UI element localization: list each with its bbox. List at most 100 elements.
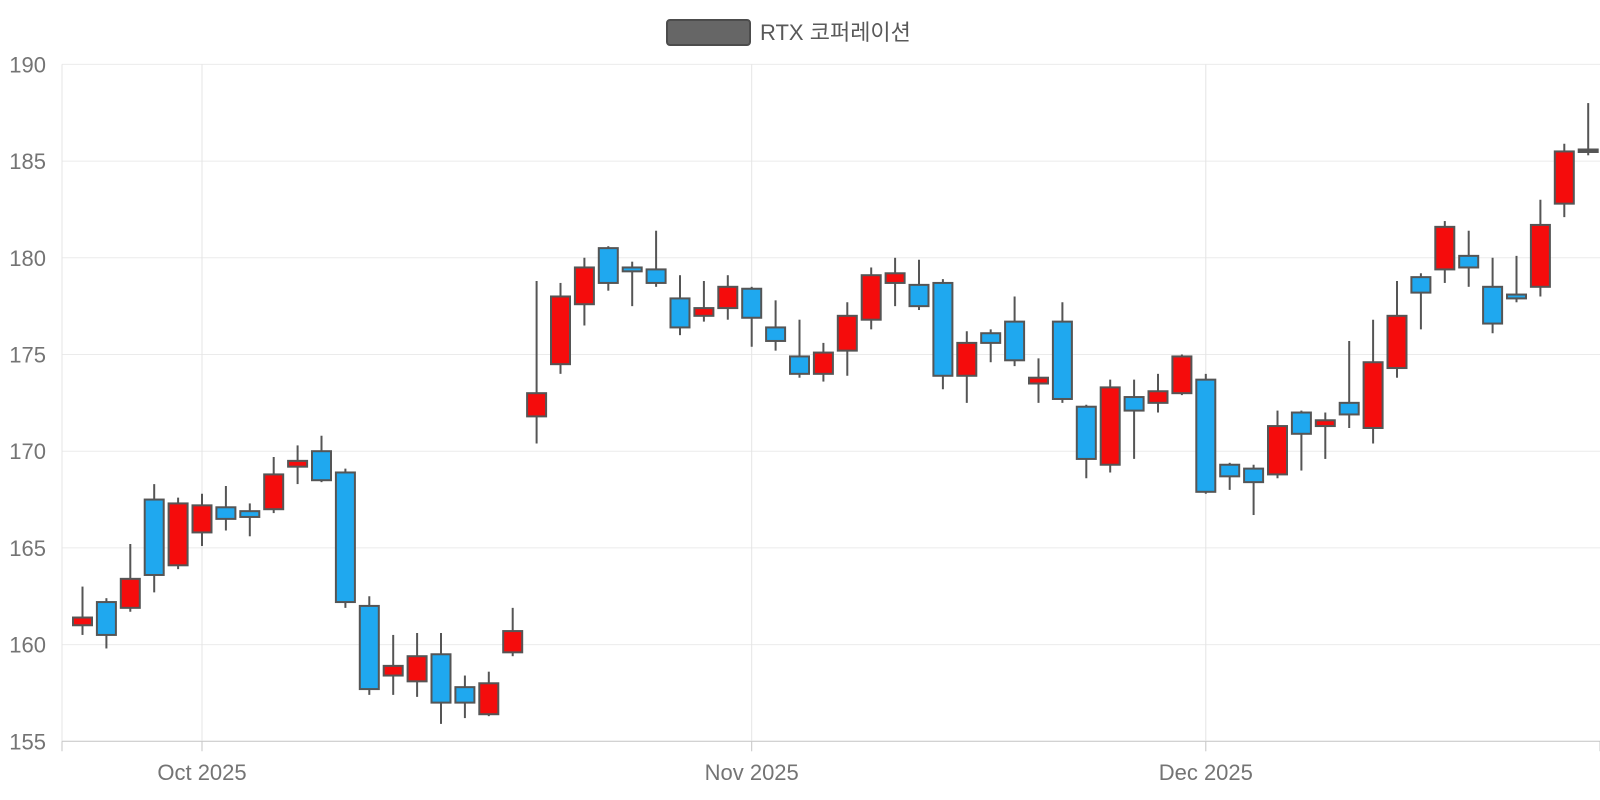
candle-2025-10-08[interactable] bbox=[311, 435, 332, 483]
candle-body bbox=[645, 268, 667, 284]
candle-2025-11-14[interactable] bbox=[956, 331, 978, 403]
candle-2025-10-02[interactable] bbox=[215, 486, 237, 531]
candle-body bbox=[334, 471, 356, 604]
candle-2025-10-20[interactable] bbox=[502, 607, 524, 657]
candle-2025-10-30[interactable] bbox=[693, 281, 715, 322]
candle-2025-10-29[interactable] bbox=[669, 275, 691, 336]
candle-body bbox=[1553, 150, 1575, 205]
candle-2025-09-25[interactable] bbox=[95, 598, 117, 649]
candle-2025-10-23[interactable] bbox=[573, 257, 595, 326]
candle-2025-12-10[interactable] bbox=[1362, 319, 1384, 444]
candle-2025-10-27[interactable] bbox=[621, 261, 643, 307]
candle-body bbox=[1506, 293, 1527, 300]
candle-2025-10-09[interactable] bbox=[334, 468, 356, 608]
candle-2025-10-01[interactable] bbox=[191, 493, 213, 546]
candle-body bbox=[1482, 285, 1504, 325]
candle-2025-12-09[interactable] bbox=[1338, 340, 1360, 428]
candle-2025-10-24[interactable] bbox=[597, 246, 619, 291]
candle-2025-10-03[interactable] bbox=[239, 503, 261, 537]
candle-2025-12-11[interactable] bbox=[1386, 281, 1408, 378]
candle-2025-11-04[interactable] bbox=[765, 300, 787, 351]
candle-2025-10-16[interactable] bbox=[454, 675, 476, 719]
candle-body bbox=[1458, 254, 1480, 269]
candle-2025-11-28[interactable] bbox=[1171, 354, 1193, 396]
candle-2025-11-24[interactable] bbox=[1099, 379, 1121, 473]
candle-2025-09-29[interactable] bbox=[143, 484, 165, 593]
candle-2025-10-07[interactable] bbox=[287, 445, 309, 485]
candle-2025-12-22[interactable] bbox=[1553, 143, 1575, 218]
candle-2025-10-31[interactable] bbox=[717, 275, 739, 320]
candle-2025-10-21[interactable] bbox=[526, 281, 548, 444]
candle-2025-12-01[interactable] bbox=[1195, 373, 1217, 494]
candle-body bbox=[908, 283, 930, 308]
candle-body bbox=[621, 266, 643, 273]
y-axis-label-170: 170 bbox=[9, 439, 46, 464]
candle-2025-11-21[interactable] bbox=[1075, 404, 1097, 479]
candle-2025-12-03[interactable] bbox=[1243, 464, 1265, 516]
candle-2025-11-10[interactable] bbox=[860, 267, 882, 330]
candle-2025-09-26[interactable] bbox=[119, 544, 141, 612]
candle-2025-12-05[interactable] bbox=[1290, 410, 1312, 471]
candle-2025-12-12[interactable] bbox=[1410, 273, 1432, 330]
candle-2025-11-05[interactable] bbox=[789, 319, 810, 378]
candle-2025-12-04[interactable] bbox=[1267, 410, 1288, 479]
candle-2025-11-12[interactable] bbox=[908, 259, 930, 311]
candle-body bbox=[287, 459, 309, 468]
candle-body bbox=[502, 630, 524, 654]
candle-2025-11-18[interactable] bbox=[1004, 296, 1026, 367]
y-axis-label-190: 190 bbox=[9, 52, 46, 77]
candle-body bbox=[1267, 425, 1288, 476]
candle-2025-10-13[interactable] bbox=[382, 634, 404, 695]
candle-2025-11-26[interactable] bbox=[1147, 373, 1169, 413]
y-axis-label-175: 175 bbox=[9, 343, 46, 368]
candle-body bbox=[741, 287, 763, 319]
candle-2025-11-07[interactable] bbox=[836, 302, 858, 376]
candle-2025-12-16[interactable] bbox=[1458, 230, 1480, 287]
candle-2025-11-25[interactable] bbox=[1123, 379, 1145, 459]
y-axis-label-185: 185 bbox=[9, 149, 46, 174]
candle-body bbox=[526, 392, 548, 418]
candle-2025-12-19[interactable] bbox=[1529, 199, 1551, 297]
candle-2025-09-30[interactable] bbox=[167, 497, 189, 570]
candle-body bbox=[956, 341, 978, 377]
candle-2025-10-22[interactable] bbox=[550, 282, 571, 374]
legend-swatch[interactable] bbox=[666, 19, 751, 46]
candle-2025-10-10[interactable] bbox=[358, 596, 380, 695]
x-axis-label-0: Oct 2025 bbox=[157, 760, 246, 785]
candle-body bbox=[382, 664, 404, 677]
legend[interactable]: RTX 코퍼레이션 bbox=[666, 19, 911, 46]
candle-2025-10-14[interactable] bbox=[406, 632, 428, 697]
candle-body bbox=[167, 502, 189, 567]
candle-2025-10-15[interactable] bbox=[430, 632, 452, 724]
candle-2025-10-28[interactable] bbox=[645, 230, 667, 287]
candle-2025-11-03[interactable] bbox=[741, 286, 763, 347]
candle-2025-12-15[interactable] bbox=[1434, 221, 1456, 283]
candle-2025-12-23[interactable] bbox=[1577, 103, 1599, 156]
candle-body bbox=[1577, 148, 1599, 153]
candle-body bbox=[1219, 463, 1241, 478]
candle-2025-12-02[interactable] bbox=[1219, 462, 1241, 490]
candle-body bbox=[1075, 405, 1097, 460]
candle-2025-11-20[interactable] bbox=[1051, 302, 1073, 403]
candle-2025-11-19[interactable] bbox=[1028, 358, 1049, 403]
candle-2025-12-08[interactable] bbox=[1314, 412, 1336, 459]
legend-label: RTX 코퍼레이션 bbox=[760, 20, 911, 45]
candle-body bbox=[478, 682, 500, 716]
candle-2025-10-06[interactable] bbox=[263, 457, 285, 514]
candle-body bbox=[789, 355, 810, 375]
candle-2025-12-18[interactable] bbox=[1506, 255, 1527, 303]
candle-2025-10-17[interactable] bbox=[478, 671, 500, 717]
candle-2025-11-17[interactable] bbox=[980, 329, 1002, 363]
candle-2025-11-06[interactable] bbox=[812, 342, 834, 382]
candle-2025-12-17[interactable] bbox=[1482, 257, 1504, 334]
candle-body bbox=[884, 272, 906, 284]
candle-body bbox=[430, 653, 452, 704]
candle-body bbox=[1434, 225, 1456, 271]
candle-2025-09-24[interactable] bbox=[72, 586, 93, 635]
x-axis-label-1: Nov 2025 bbox=[705, 760, 799, 785]
candle-body bbox=[1123, 396, 1145, 412]
candle-2025-11-11[interactable] bbox=[884, 257, 906, 307]
candle-2025-11-13[interactable] bbox=[932, 279, 954, 390]
candle-body bbox=[836, 314, 858, 352]
